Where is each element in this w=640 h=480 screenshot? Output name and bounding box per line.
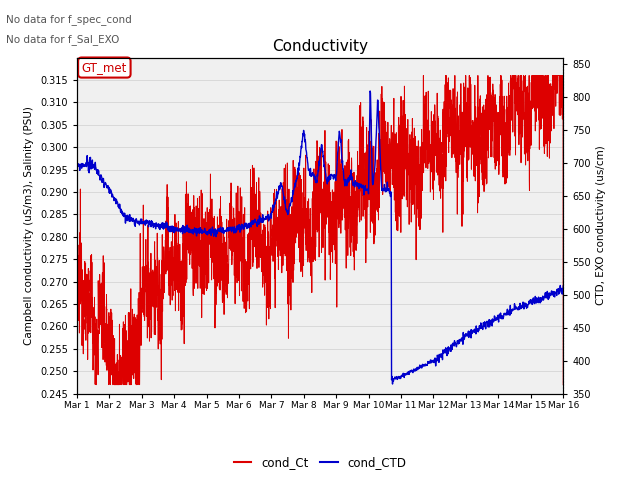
Y-axis label: CTD, EXO conductivity (us/cm): CTD, EXO conductivity (us/cm) [596, 146, 607, 305]
Title: Conductivity: Conductivity [272, 39, 368, 54]
Text: No data for f_spec_cond: No data for f_spec_cond [6, 14, 132, 25]
Y-axis label: Campbell conductivity (uS/m3), Salinity (PSU): Campbell conductivity (uS/m3), Salinity … [24, 106, 35, 345]
Text: No data for f_Sal_EXO: No data for f_Sal_EXO [6, 34, 120, 45]
Legend: cond_Ct, cond_CTD: cond_Ct, cond_CTD [229, 452, 411, 474]
Text: GT_met: GT_met [82, 61, 127, 74]
